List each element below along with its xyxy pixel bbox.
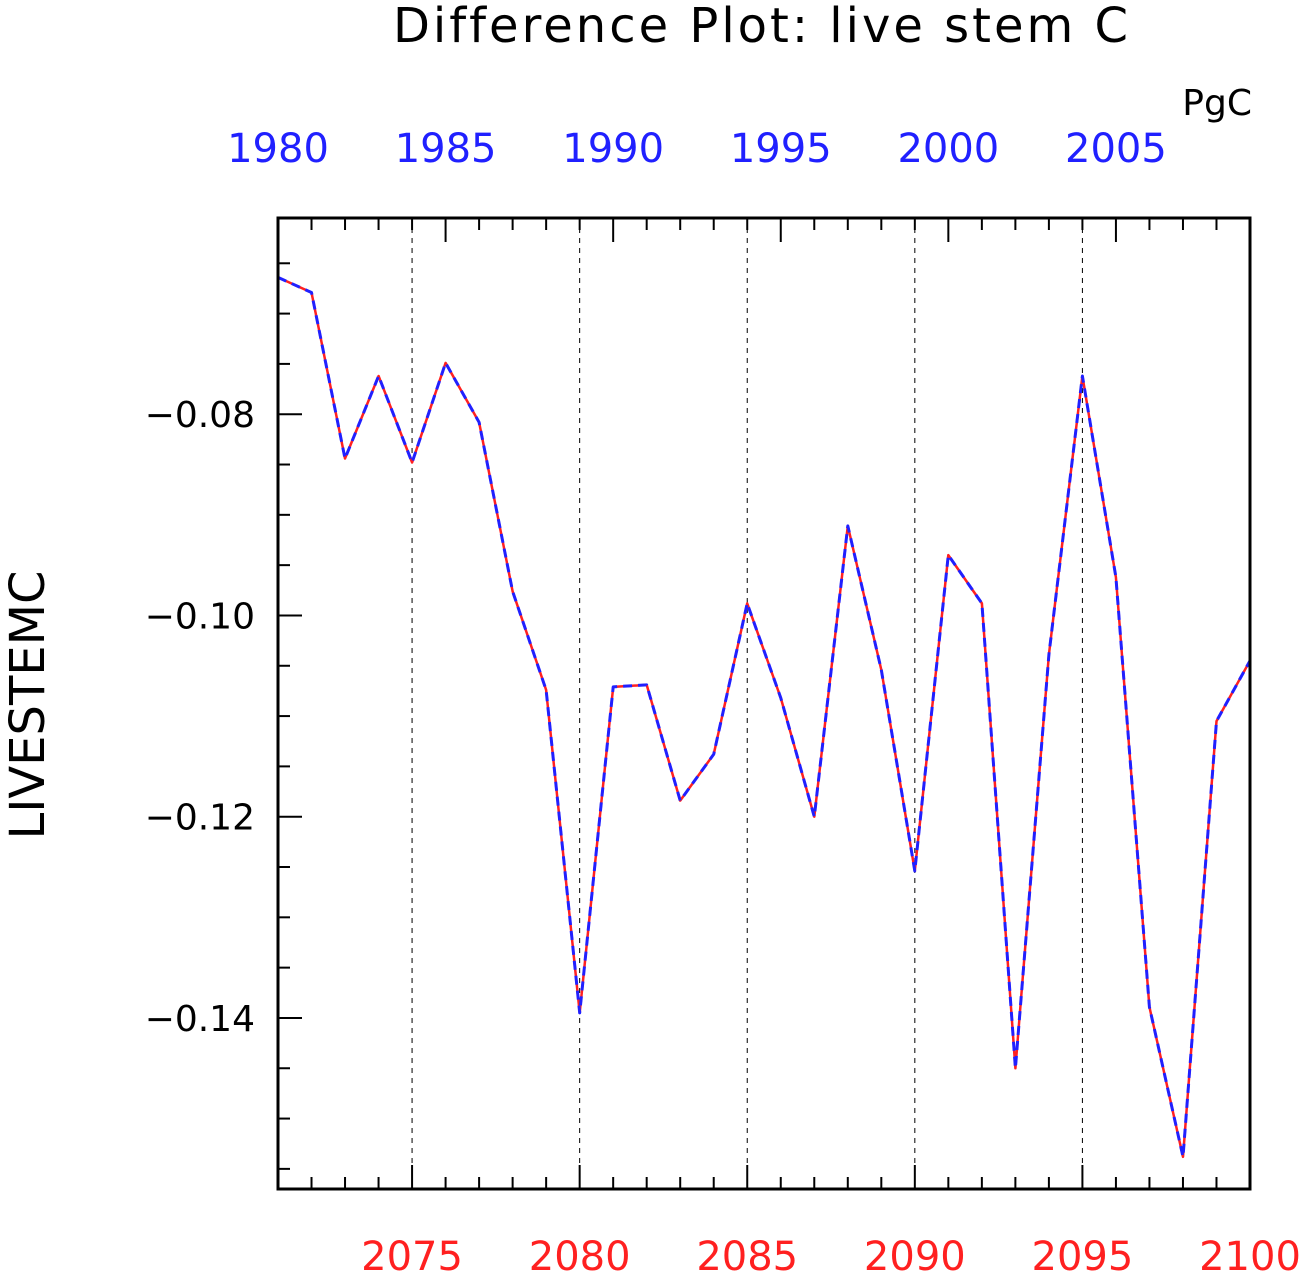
left-tick-label: −0.10 [145,596,255,637]
tick-labels: 2075 2080 2085 2090 2095 2100 1980 1985 1990 1995… [145,126,1301,1280]
series-line-1 [277,276,1252,1159]
y-axis-label: LIVESTEMC [0,570,56,839]
top-tick-label: 2000 [897,126,999,172]
bottom-tick-label: 2090 [864,1234,966,1280]
top-tick-label: 1985 [395,126,497,172]
left-tick-label: −0.12 [145,798,255,839]
bottom-tick-label: 2080 [529,1234,631,1280]
top-tick-label: 1990 [562,126,664,172]
grid-lines [411,218,1083,1189]
plot-frame-border [276,216,1252,1191]
chart-title: Difference Plot: live stem C [393,0,1131,54]
bottom-tick-label: 2100 [1199,1234,1301,1280]
top-tick-label: 2005 [1065,126,1167,172]
series-lines [277,276,1252,1159]
bottom-tick-label: 2095 [1032,1234,1134,1280]
plot-frame [276,216,1252,1191]
series-line-2 [277,276,1252,1159]
top-tick-label: 1995 [730,126,832,172]
left-tick-label: −0.08 [145,395,255,436]
bottom-tick-label: 2075 [361,1234,463,1280]
left-tick-label: −0.14 [145,999,255,1040]
units-label: PgC [1182,83,1252,124]
top-tick-label: 1980 [227,126,329,172]
bottom-tick-label: 2085 [696,1234,798,1280]
